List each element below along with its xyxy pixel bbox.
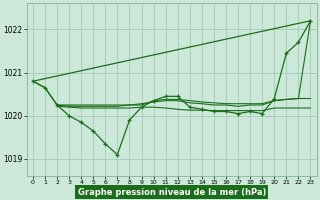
X-axis label: Graphe pression niveau de la mer (hPa): Graphe pression niveau de la mer (hPa) (77, 188, 266, 197)
